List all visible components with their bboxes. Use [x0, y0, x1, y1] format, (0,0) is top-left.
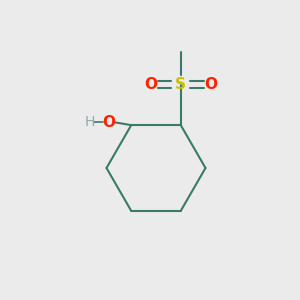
- Text: O: O: [204, 77, 217, 92]
- Text: H: H: [85, 115, 95, 129]
- Text: O: O: [102, 115, 115, 130]
- Text: S: S: [175, 77, 186, 92]
- Text: O: O: [145, 77, 158, 92]
